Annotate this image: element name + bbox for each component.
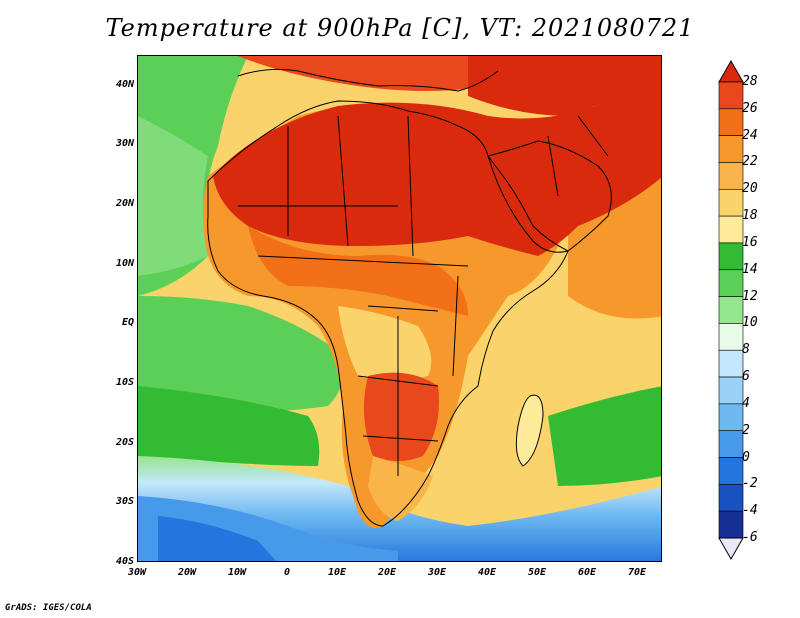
colorbar-swatch [718,188,744,217]
colorbar-swatch [718,108,744,136]
colorbar-swatch [718,430,744,458]
colorbar-swatch [718,296,744,324]
colorbar-swatch [718,81,744,110]
lat-tick-label: 40S [115,556,134,567]
field-atlantic-north-warm [138,116,208,276]
field-kalahari [368,456,433,521]
coastline-europe [237,68,499,92]
lat-tick-label: 10S [115,377,134,389]
lon-tick-label: 60E [577,567,597,578]
colorbar-tick-label: -2 [742,476,758,492]
lat-tick-label: 10N [115,257,134,269]
colorbar-swatch [718,135,744,163]
lon-tick-label: 70E [627,567,647,578]
temperature-map [137,55,662,562]
lon-tick-label: 50E [527,567,547,578]
coastline-madagascar [515,394,544,467]
colorbar-tick-label: -6 [742,530,758,545]
colorbar-swatch [718,349,744,378]
colorbar-tick-label: 10 [742,315,758,331]
coastline-arabia [487,140,612,252]
colorbar-tick-label: 18 [742,208,758,224]
border-3 [407,115,414,257]
colorbar-swatch [718,323,744,351]
field-middle-east [468,56,661,116]
field-congo [338,306,432,381]
colorbar-tick-label: 8 [742,342,750,358]
lon-tick-label: 30W [127,567,147,578]
colorbar-swatch [718,242,744,271]
field-deep-south-2 [158,516,277,561]
border-9 [452,275,459,377]
colorbar-swatch [718,484,744,512]
colorbar-swatch [718,403,744,432]
colorbar-tick-label: -4 [742,503,758,519]
lat-tick-label: 40N [115,78,134,90]
colorbar-swatch [718,457,744,485]
colorbar-tick-label: 26 [742,100,758,116]
lon-tick-label: 20E [377,567,397,578]
colorbar-swatch [718,510,744,539]
colorbar-tick-label: 12 [742,288,758,304]
colorbar-tick-label: 22 [742,154,758,170]
border-8 [362,435,439,442]
colorbar-tick-label: 24 [742,127,758,143]
colorbar-tick-label: 28 [742,74,758,89]
lat-tick-label: 20S [115,436,134,448]
colorbar-tick-label: 6 [742,369,750,385]
lon-tick-label: 40E [477,567,497,578]
field-indian-ocean-green [548,386,661,486]
chart-title: Temperature at 900hPa [C], VT: 202108072… [105,14,695,42]
border-12 [577,115,609,157]
colorbar-swatch [718,269,744,297]
colorbar-tick-label: 0 [742,449,750,465]
colorbar-tick-label: 20 [742,181,758,197]
border-11 [547,135,559,197]
colorbar-swatch [718,215,744,244]
colorbar-tick-label: 4 [742,395,750,411]
field-mediterranean [238,56,488,91]
lat-tick-label: EQ [121,317,134,329]
colorbar-swatch [718,376,744,405]
colorbar-swatch [718,162,744,190]
field-southern-africa [364,372,439,461]
field-madagascar [516,395,543,466]
lon-tick-label: 30E [427,567,447,578]
lat-tick-label: 30S [115,496,134,508]
colorbar-tick-label: 16 [742,234,758,250]
colorbar-tick-label: 2 [742,422,750,438]
colorbar-cap-bottom [718,537,744,560]
border-5 [257,255,469,267]
colorbar [718,60,744,560]
grads-credit: GrADS: IGES/COLA [5,603,92,613]
lon-tick-label: 20W [177,567,197,578]
field-sahara [213,77,661,256]
lat-tick-label: 20N [115,198,134,210]
field-sahel [248,226,468,316]
lon-tick-label: 0 [283,567,291,578]
border-6 [367,305,439,312]
colorbar-tick-label: 14 [742,261,758,277]
colorbar-cap-top [718,60,744,83]
lon-tick-label: 10W [227,567,247,578]
coastline-africa [207,100,569,527]
lat-tick-label: 30N [115,138,134,150]
lon-tick-label: 10E [327,567,347,578]
field-gulf-guinea [138,296,344,416]
field-south-atlantic-green [138,386,320,466]
border-2 [337,115,349,247]
